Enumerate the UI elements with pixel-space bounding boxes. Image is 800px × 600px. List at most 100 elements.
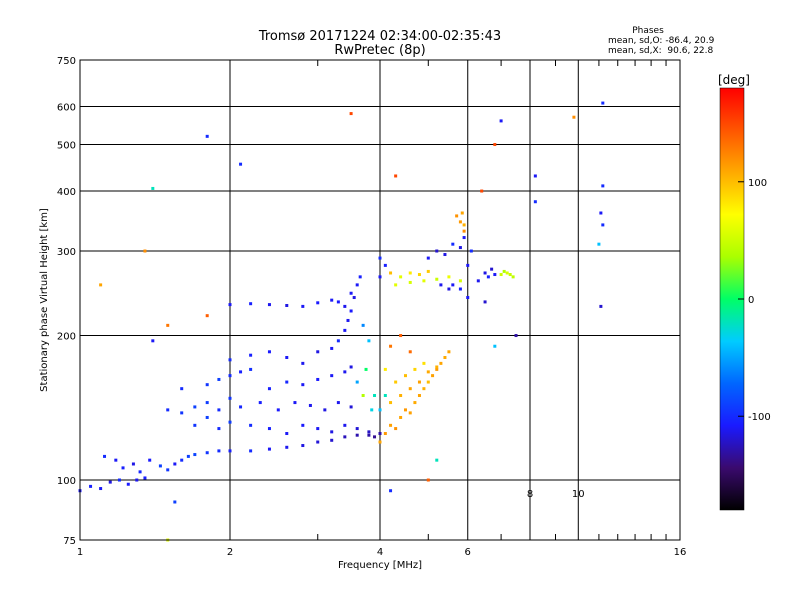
data-point <box>451 283 455 287</box>
x-tick-label: 2 <box>227 547 233 558</box>
data-point <box>447 350 451 354</box>
data-point <box>131 462 135 466</box>
data-point <box>358 275 362 279</box>
data-point <box>361 323 365 327</box>
data-points <box>78 101 605 542</box>
data-point <box>443 355 447 359</box>
x-tick-label: 16 <box>674 547 687 558</box>
data-point <box>217 449 221 453</box>
data-point <box>480 189 484 193</box>
plot-frame <box>79 59 681 541</box>
data-point <box>285 303 289 307</box>
data-point <box>349 365 353 369</box>
data-point <box>352 296 356 300</box>
data-point <box>599 304 603 308</box>
data-point <box>343 435 347 439</box>
data-point <box>99 283 103 287</box>
data-point <box>166 408 170 412</box>
data-point <box>383 367 387 371</box>
data-point <box>193 405 197 409</box>
x-axis-label: Frequency [MHz] <box>338 560 422 571</box>
data-point <box>373 394 377 398</box>
data-point <box>186 454 190 458</box>
y-axis-label: Stationary phase Virtual Height [km] <box>39 208 50 392</box>
data-point <box>426 256 430 260</box>
data-point <box>361 394 365 398</box>
data-point <box>408 280 412 284</box>
data-point <box>389 401 393 405</box>
data-point <box>426 370 430 374</box>
data-point <box>217 377 221 381</box>
data-point <box>151 339 155 343</box>
data-point <box>417 380 421 384</box>
data-point <box>490 267 494 271</box>
data-point <box>267 387 271 391</box>
data-point <box>399 275 403 279</box>
data-point <box>349 405 353 409</box>
data-point <box>435 367 439 371</box>
data-point <box>435 365 439 369</box>
data-point <box>330 298 334 302</box>
data-point <box>367 339 371 343</box>
data-point <box>378 440 382 444</box>
data-point <box>249 367 253 371</box>
data-point <box>249 449 253 453</box>
data-point <box>439 361 443 365</box>
data-point <box>417 394 421 398</box>
data-point <box>408 350 412 354</box>
data-point <box>349 291 353 295</box>
data-point <box>336 401 340 405</box>
data-point <box>267 447 271 451</box>
data-point <box>158 464 162 468</box>
data-point <box>285 445 289 449</box>
data-point <box>228 420 232 424</box>
colorbar-tick-label: -100 <box>748 412 771 423</box>
data-point <box>408 387 412 391</box>
data-point <box>330 438 334 442</box>
data-point <box>349 309 353 313</box>
data-point <box>458 279 462 283</box>
data-point <box>462 229 466 233</box>
data-point <box>173 500 177 504</box>
data-point <box>493 143 497 147</box>
data-point <box>408 411 412 415</box>
data-point <box>413 367 417 371</box>
data-point <box>205 383 209 387</box>
y-tick-label: 300 <box>57 247 76 258</box>
data-point <box>285 432 289 436</box>
data-point <box>458 246 462 250</box>
data-point <box>193 423 197 427</box>
data-point <box>301 383 305 387</box>
data-point <box>308 403 312 407</box>
data-point <box>330 430 334 434</box>
x-grid-label: 10 <box>572 489 585 500</box>
data-point <box>394 427 398 431</box>
chart-title-line1: Tromsø 20171224 02:34:00-02:35:43 <box>258 29 501 44</box>
colorbar-tick-label: 0 <box>748 295 754 306</box>
data-point <box>422 361 426 365</box>
data-point <box>276 408 280 412</box>
data-point <box>103 454 107 458</box>
x-tick-label: 6 <box>465 547 471 558</box>
data-point <box>205 451 209 455</box>
data-point <box>228 358 232 362</box>
data-point <box>249 353 253 357</box>
data-point <box>180 411 184 415</box>
data-point <box>455 214 459 218</box>
data-point <box>180 458 184 462</box>
x-axis-ticks: 1 2 4 6 16 8 10 <box>77 60 687 558</box>
data-point <box>330 374 334 378</box>
data-point <box>166 323 170 327</box>
data-point <box>336 300 340 304</box>
data-point <box>462 236 466 240</box>
data-point <box>399 394 403 398</box>
data-point <box>285 380 289 384</box>
data-point <box>399 334 403 338</box>
data-point <box>499 273 503 277</box>
data-point <box>151 186 155 190</box>
data-point <box>301 444 305 448</box>
data-point <box>373 435 377 439</box>
data-point <box>346 318 350 322</box>
data-point <box>228 396 232 400</box>
data-point <box>483 271 487 275</box>
